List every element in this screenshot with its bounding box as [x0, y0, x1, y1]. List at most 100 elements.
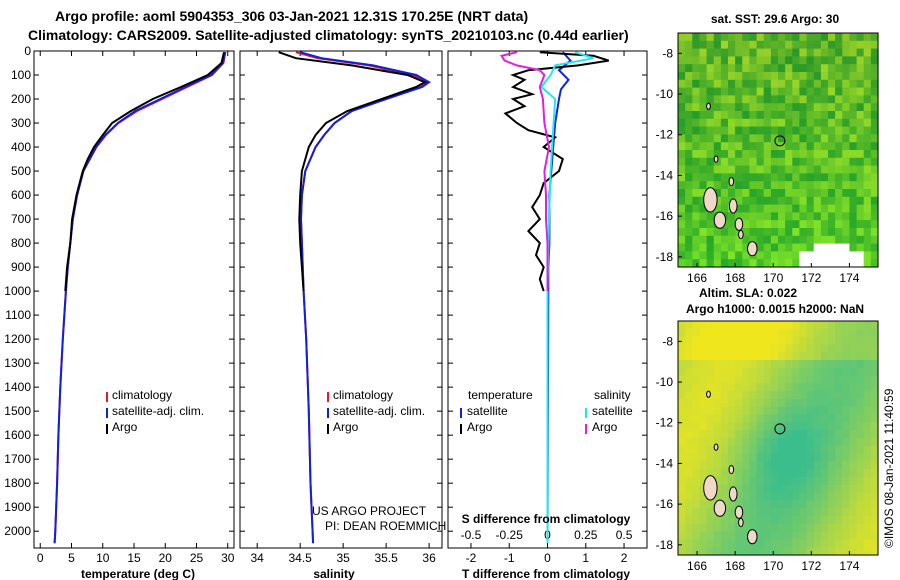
map-cell — [678, 251, 686, 260]
y-tick-label: 1200 — [4, 332, 31, 346]
map-cell — [756, 126, 765, 135]
map-cell — [785, 235, 793, 245]
map-cell — [856, 414, 865, 423]
map-cell — [849, 56, 858, 65]
map-cell — [770, 64, 779, 73]
map-cell — [692, 189, 700, 198]
map-cell — [692, 72, 700, 81]
map-cell — [770, 461, 779, 470]
map-cell — [842, 531, 850, 540]
map-cell — [849, 150, 858, 159]
map-cell — [849, 367, 858, 377]
map-cell — [785, 539, 793, 548]
map-cell — [785, 157, 793, 167]
map-cell — [785, 165, 793, 174]
map-cell — [778, 453, 786, 462]
map-y-tick-label: -14 — [656, 168, 674, 182]
map-cell — [806, 414, 815, 423]
map-cell — [813, 438, 822, 447]
map-cell — [778, 181, 786, 190]
map-cell — [685, 453, 693, 462]
map-cell — [770, 196, 779, 206]
map-cell — [799, 40, 808, 50]
map-cell — [706, 259, 715, 268]
map-cell — [870, 87, 879, 96]
map-cell — [685, 33, 693, 42]
map-cell — [699, 383, 708, 392]
map-cell — [849, 391, 858, 400]
map-x-tick-label: 168 — [725, 559, 745, 573]
map-cell — [735, 321, 743, 330]
map-cell — [799, 103, 808, 112]
map-cell — [785, 40, 793, 50]
map-cell — [770, 150, 779, 159]
y-tick-label: 700 — [11, 212, 31, 226]
map-cell — [706, 64, 715, 73]
map-cell — [820, 453, 829, 462]
map-cell — [699, 243, 708, 252]
diff-legend-salinity-title: salinity — [594, 388, 631, 402]
map-cell — [770, 251, 779, 260]
map-cell — [763, 539, 772, 548]
map-cell — [835, 173, 843, 182]
map-cell — [806, 399, 815, 408]
map-cell — [763, 523, 772, 533]
map-cell — [720, 516, 729, 525]
map-cell — [756, 523, 765, 533]
map-cell — [849, 328, 858, 338]
map-cell — [799, 142, 808, 151]
map-x-tick-label: 172 — [801, 559, 821, 573]
map-cell — [692, 196, 700, 206]
map-cell — [699, 492, 708, 501]
map-cell — [849, 40, 858, 50]
map-cell — [820, 461, 829, 470]
island — [746, 529, 758, 545]
map-cell — [720, 142, 729, 151]
map-cell — [692, 438, 700, 447]
map-cell — [706, 367, 715, 377]
map-cell — [678, 484, 686, 494]
map-cell — [806, 111, 815, 120]
map-cell — [692, 142, 700, 151]
map-cell — [685, 469, 693, 478]
diff-legend-s-argo: Argo — [592, 420, 618, 434]
map-cell — [828, 492, 836, 501]
map-cell — [820, 126, 829, 135]
map-cell — [692, 134, 700, 143]
map-cell — [799, 492, 808, 501]
map-cell — [720, 531, 729, 540]
map-cell — [835, 445, 843, 455]
map-cell — [835, 461, 843, 470]
map-cell — [792, 391, 800, 400]
map-cell — [785, 220, 793, 229]
map-cell — [699, 321, 708, 330]
map-cell — [799, 33, 808, 42]
s-tick-label: 0.25 — [574, 528, 598, 542]
map-cell — [778, 492, 786, 501]
map-y-tick-label: -18 — [656, 250, 674, 264]
map-cell — [785, 375, 793, 384]
map-cell — [685, 414, 693, 423]
map-cell — [799, 111, 808, 120]
map-cell — [763, 134, 772, 143]
island — [713, 443, 719, 451]
map-cell — [770, 235, 779, 245]
map-cell — [770, 406, 779, 416]
map-cell — [785, 189, 793, 198]
temp-legend-argo: Argo — [112, 420, 138, 434]
map-cell — [720, 134, 729, 143]
map-cell — [720, 72, 729, 81]
map-cell — [856, 477, 865, 486]
map-cell — [813, 461, 822, 470]
map-cell — [799, 547, 808, 556]
map-cell — [835, 72, 843, 81]
map-cell — [685, 228, 693, 237]
map-cell — [720, 235, 729, 245]
map-cell — [806, 422, 815, 431]
map-cell — [770, 531, 779, 540]
map-cell — [699, 352, 708, 361]
map-cell — [813, 95, 822, 104]
map-cell — [863, 461, 872, 470]
map-cell — [863, 516, 872, 525]
map-cell — [813, 539, 822, 548]
